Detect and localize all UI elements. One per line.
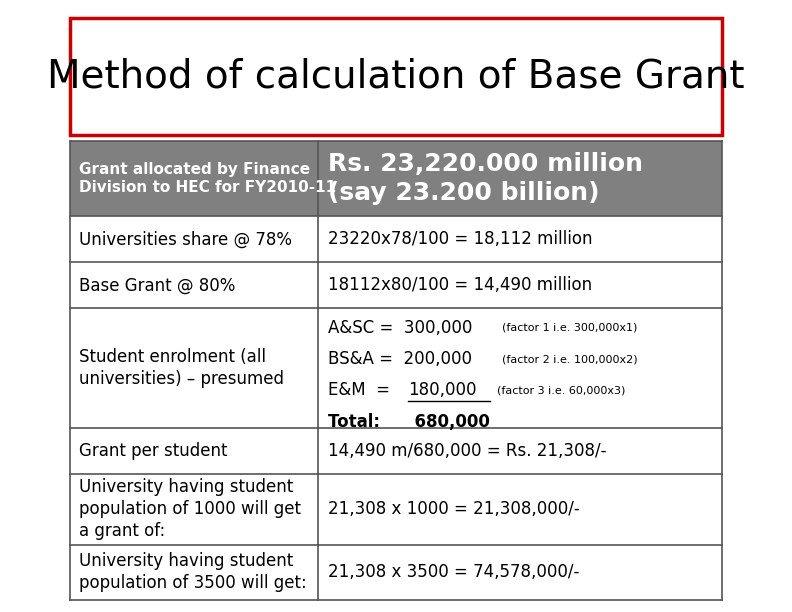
Text: (factor 1 i.e. 300,000x1): (factor 1 i.e. 300,000x1)	[502, 323, 638, 333]
FancyBboxPatch shape	[70, 18, 722, 135]
Text: Grant allocated by Finance
Division to HEC for FY2010-11: Grant allocated by Finance Division to H…	[78, 162, 336, 195]
Text: Total:      680,000: Total: 680,000	[329, 412, 490, 430]
Text: 23220x78/100 = 18,112 million: 23220x78/100 = 18,112 million	[329, 231, 593, 248]
Text: Grant per student: Grant per student	[78, 442, 227, 460]
Text: University having student
population of 1000 will get
a grant of:: University having student population of …	[78, 478, 301, 540]
Text: Universities share @ 78%: Universities share @ 78%	[78, 231, 291, 248]
Text: Student enrolment (all
universities) – presumed: Student enrolment (all universities) – p…	[78, 348, 284, 388]
Text: (factor 2 i.e. 100,000x2): (factor 2 i.e. 100,000x2)	[502, 354, 638, 364]
Bar	[70, 263, 722, 308]
Text: A&SC =  300,000: A&SC = 300,000	[329, 319, 473, 337]
Text: Method of calculation of Base Grant: Method of calculation of Base Grant	[48, 58, 744, 95]
Text: University having student
population of 3500 will get:: University having student population of …	[78, 552, 307, 592]
Text: 14,490 m/680,000 = Rs. 21,308/-: 14,490 m/680,000 = Rs. 21,308/-	[329, 442, 607, 460]
Text: 21,308 x 3500 = 74,578,000/-: 21,308 x 3500 = 74,578,000/-	[329, 563, 580, 581]
Bar	[70, 428, 722, 474]
Bar	[70, 217, 722, 263]
Text: 21,308 x 1000 = 21,308,000/-: 21,308 x 1000 = 21,308,000/-	[329, 500, 581, 518]
Text: 18112x80/100 = 14,490 million: 18112x80/100 = 14,490 million	[329, 277, 592, 294]
Text: BS&A =  200,000: BS&A = 200,000	[329, 350, 473, 368]
Text: Base Grant @ 80%: Base Grant @ 80%	[78, 277, 235, 294]
Text: 180,000: 180,000	[409, 381, 477, 399]
Text: (factor 3 i.e. 60,000x3): (factor 3 i.e. 60,000x3)	[497, 386, 626, 395]
Text: Rs. 23,220.000 million
(say 23.200 billion): Rs. 23,220.000 million (say 23.200 billi…	[329, 152, 643, 206]
Bar	[70, 545, 722, 600]
Text: E&M  =: E&M =	[329, 381, 401, 399]
